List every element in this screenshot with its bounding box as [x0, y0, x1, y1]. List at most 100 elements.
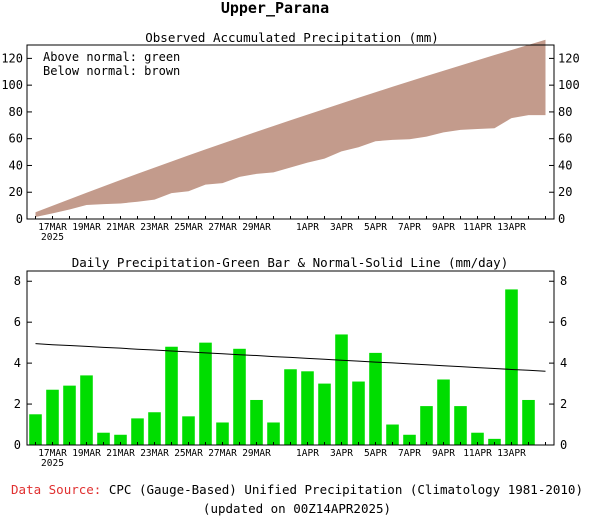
y-tick-label-left: 0 — [16, 212, 23, 226]
daily-x-axis: 17MAR 19MAR 21MAR 23MAR 25MAR 27MAR 29MAR 1APR 3… — [35, 442, 546, 469]
daily-bar — [522, 399, 535, 445]
daily-bar — [233, 348, 246, 445]
y-tick-label-right: 100 — [558, 78, 580, 92]
x-tick-label: 21MAR — [106, 448, 135, 459]
x-tick-label: 5APR — [364, 448, 387, 459]
x-tick-label: 1APR — [296, 448, 319, 459]
x-tick-label: 19MAR — [72, 222, 101, 233]
daily-bar — [29, 414, 42, 445]
legend-below-normal: Below normal: brown — [43, 64, 180, 78]
daily-bar — [335, 334, 348, 445]
data-source-label: Data Source: — [11, 482, 101, 497]
y-tick-label-left: 100 — [1, 78, 23, 92]
y-tick-label-left: 4 — [14, 356, 21, 370]
daily-bars-layer — [29, 289, 535, 445]
daily-bar — [488, 438, 501, 445]
daily-bar — [114, 434, 127, 445]
x-tick-label: 13APR — [497, 222, 526, 233]
footer: Data Source: CPC (Gauge-Based) Unified P… — [11, 482, 583, 516]
daily-bar — [148, 412, 161, 445]
x-tick-label: 19MAR — [72, 448, 101, 459]
data-source-text: CPC (Gauge-Based) Unified Precipitation … — [109, 482, 583, 497]
page-title: Upper_Parana — [221, 0, 329, 17]
daily-bar — [318, 383, 331, 445]
accumulated-x-axis: 17MAR 19MAR 21MAR 23MAR 25MAR 27MAR 29MAR 1APR 3… — [35, 216, 546, 243]
x-tick-label: 13APR — [497, 448, 526, 459]
daily-bar — [216, 422, 229, 445]
daily-chart-title: Daily Precipitation-Green Bar & Normal-S… — [72, 255, 509, 270]
x-tick-label: 23MAR — [140, 448, 169, 459]
daily-y-axis: 0 0 2 2 4 4 6 6 8 8 — [14, 274, 567, 452]
accumulated-y-axis: 0 0 20 20 40 40 60 60 80 80 100 100 120 120 — [1, 51, 579, 226]
y-tick-label-left: 120 — [1, 51, 23, 65]
x-tick-label: 21MAR — [106, 222, 135, 233]
y-tick-label-right: 20 — [558, 185, 572, 199]
x-tick-label: 5APR — [364, 222, 387, 233]
x-year-label: 2025 — [41, 232, 64, 243]
daily-bar — [182, 416, 195, 445]
daily-bar — [301, 371, 314, 445]
x-tick-label: 9APR — [432, 222, 455, 233]
daily-bar — [46, 389, 59, 445]
daily-bar — [250, 399, 263, 445]
x-tick-label: 23MAR — [140, 222, 169, 233]
daily-bar — [386, 424, 399, 445]
x-tick-label: 25MAR — [174, 448, 203, 459]
x-tick-label: 3APR — [330, 222, 353, 233]
daily-bar — [437, 379, 450, 445]
daily-bar — [505, 289, 518, 445]
y-tick-label-right: 60 — [558, 132, 572, 146]
daily-bar — [267, 422, 280, 445]
y-tick-label-right: 2 — [560, 397, 567, 411]
x-tick-label: 9APR — [432, 448, 455, 459]
normal-line — [35, 343, 546, 372]
y-tick-label-right: 120 — [558, 51, 580, 65]
y-tick-label-right: 0 — [558, 212, 565, 226]
y-tick-label-left: 6 — [14, 315, 21, 329]
x-tick-label: 27MAR — [208, 222, 237, 233]
y-tick-label-right: 0 — [560, 438, 567, 452]
y-tick-label-left: 20 — [9, 185, 23, 199]
x-tick-label: 25MAR — [174, 222, 203, 233]
daily-panel: Daily Precipitation-Green Bar & Normal-S… — [14, 255, 567, 469]
y-tick-label-right: 80 — [558, 105, 572, 119]
daily-bar — [131, 418, 144, 445]
y-tick-label-right: 4 — [560, 356, 567, 370]
x-tick-label: 27MAR — [208, 448, 237, 459]
accumulated-area-layer — [35, 39, 546, 217]
updated-text: (updated on 00Z14APR2025) — [203, 501, 391, 516]
daily-bar — [454, 406, 467, 445]
x-year-label: 2025 — [41, 458, 64, 469]
y-tick-label-left: 60 — [9, 132, 23, 146]
x-tick-label: 3APR — [330, 448, 353, 459]
y-tick-label-left: 0 — [14, 438, 21, 452]
daily-bar — [352, 381, 365, 445]
daily-bar — [97, 432, 110, 445]
y-tick-label-right: 6 — [560, 315, 567, 329]
daily-bar — [471, 432, 484, 445]
daily-bar — [284, 369, 297, 445]
y-tick-label-left: 2 — [14, 397, 21, 411]
accumulated-chart-title: Observed Accumulated Precipitation (mm) — [145, 30, 439, 45]
daily-bar — [165, 346, 178, 445]
y-tick-label-left: 8 — [14, 274, 21, 288]
daily-bar — [199, 342, 212, 445]
x-tick-label: 11APR — [463, 448, 492, 459]
below-normal-area — [35, 39, 546, 217]
y-tick-label-left: 80 — [9, 105, 23, 119]
x-tick-label: 1APR — [296, 222, 319, 233]
x-tick-label: 17MAR — [38, 448, 67, 459]
y-tick-label-right: 40 — [558, 158, 572, 172]
x-tick-label: 11APR — [463, 222, 492, 233]
x-tick-label: 29MAR — [242, 448, 271, 459]
x-tick-label: 7APR — [398, 448, 421, 459]
accumulated-panel: Observed Accumulated Precipitation (mm) … — [1, 30, 579, 243]
data-source-line: Data Source: CPC (Gauge-Based) Unified P… — [11, 482, 583, 497]
daily-bar — [63, 385, 76, 445]
daily-bar — [80, 375, 93, 445]
daily-normal-line-layer — [35, 343, 546, 372]
x-tick-label: 29MAR — [242, 222, 271, 233]
y-tick-label-right: 8 — [560, 274, 567, 288]
legend-above-normal: Above normal: green — [43, 50, 180, 64]
